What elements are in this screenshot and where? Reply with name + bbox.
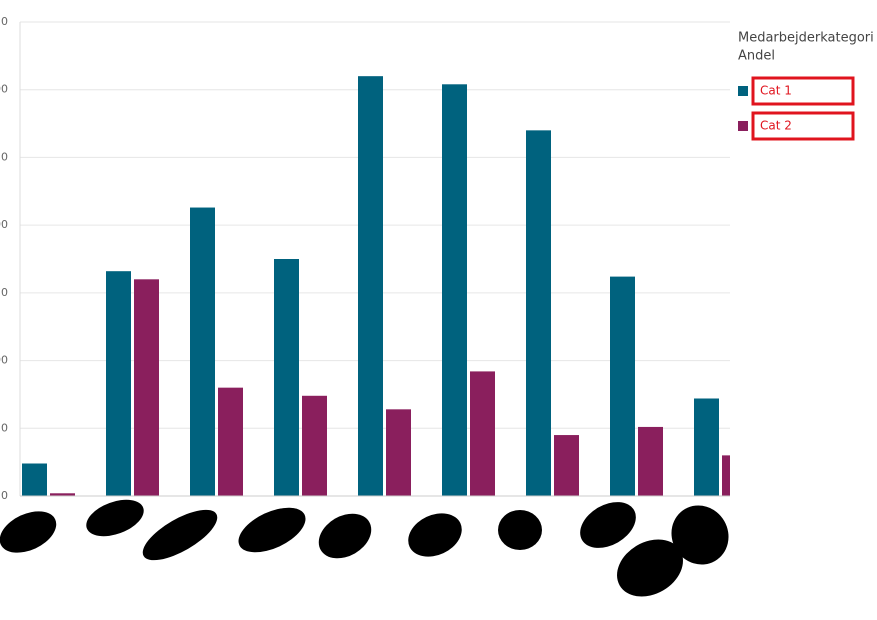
y-tick-label: 350 [0,15,8,28]
bar [358,76,383,497]
legend-swatch [738,86,748,96]
legend-title: Medarbejderkategori [738,31,874,46]
y-tick-label: 250 [0,150,8,163]
bar [638,426,663,496]
bar [50,493,75,496]
bar [386,409,411,496]
legend-swatch [738,121,748,131]
redaction [0,499,729,597]
bar [722,455,730,496]
y-tick-label: 200 [0,218,8,231]
legend-title: Andel [738,49,775,64]
legend-label: Cat 2 [760,119,792,133]
legend-label: Cat 1 [760,84,792,98]
y-tick-label: 0 [1,489,8,502]
bar [694,398,719,496]
legend-highlight [751,76,855,106]
bar [554,435,579,496]
bar [610,276,635,496]
bar [442,84,467,496]
y-tick-label: 300 [0,83,8,96]
bar [526,130,551,497]
bar [302,395,327,496]
bar [134,279,159,496]
bar [106,271,131,496]
legend-highlight [751,111,855,141]
bar [470,371,495,496]
y-tick-label: 150 [0,286,8,299]
y-tick-label: 50 [0,421,8,434]
bar [274,259,299,496]
bar [190,207,215,496]
y-tick-label: 100 [0,354,8,367]
bar [22,463,47,496]
bar [218,387,243,496]
